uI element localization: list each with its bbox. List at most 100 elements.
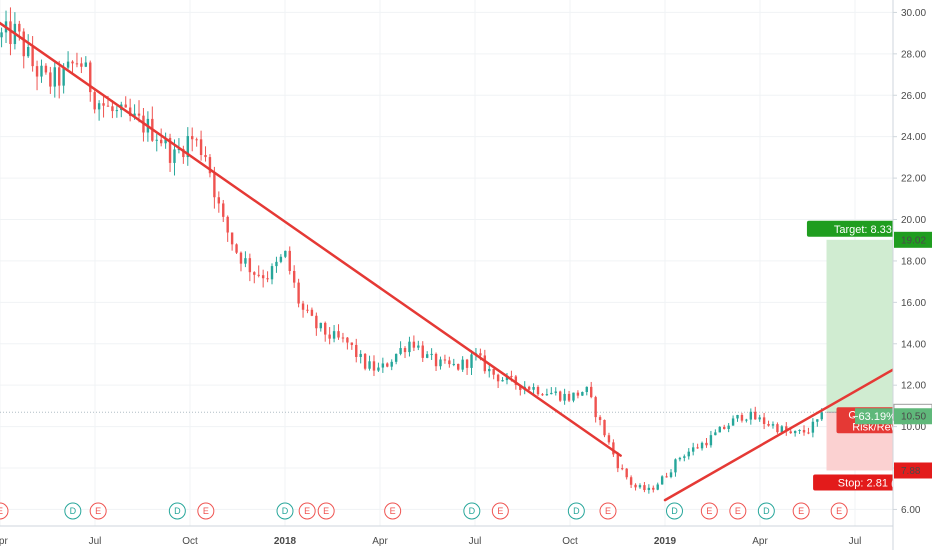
candle-body [257,274,260,276]
event-e-marker [384,502,402,520]
price-tick-label: 28.00 [901,49,926,60]
candle-body [328,334,331,339]
candle-body [226,216,229,233]
trend-line-2 [663,345,932,502]
candle-body [191,136,194,140]
candle-body [186,136,189,158]
candle-body [665,476,668,478]
candle-body [696,447,699,449]
candle-body [731,418,735,426]
event-e-label: E [497,506,503,516]
candle-body [496,374,500,382]
candle-body [58,67,61,86]
candle-body [62,67,65,86]
candle-body [403,348,407,353]
candle-body [780,426,784,433]
event-e-marker [317,502,335,520]
candle-body [164,137,167,144]
candle-body [758,417,761,420]
candle-body [505,375,509,381]
candle-body [576,392,580,396]
candle-body [310,309,314,316]
candle-body [115,110,119,112]
candle-body [315,315,318,329]
candle-body [346,337,349,343]
candle-body [700,442,704,449]
candle-body [93,92,96,110]
price-axis[interactable]: 6.008.0010.0012.0014.0016.0018.0020.0022… [892,0,932,550]
price-tag-target: 19.02 [901,235,926,246]
candle-body [461,359,464,370]
candle-body [217,197,221,204]
event-e-marker [491,502,509,520]
candle-body [483,355,487,372]
candle-body [793,430,797,434]
price-tag-last-bg [894,408,932,425]
price-tag-stop-bg [894,462,932,479]
candle-body [128,107,132,116]
candle-body [802,429,806,433]
time-tick-label: Apr [0,536,8,547]
candle-body [541,394,544,396]
candle-body [31,47,34,67]
candle-body [297,282,300,304]
event-e-label: E [798,506,804,516]
time-tick-label: Apr [372,536,388,547]
position-zones [0,239,932,471]
candle-body [199,139,203,156]
candle-body [598,417,602,420]
candle-body [709,435,713,446]
event-markers: EDEDEDEEEDEDEDEEDEEE [0,502,932,520]
candle-body [536,387,540,395]
candle-body [430,353,433,355]
candle-body [124,104,127,108]
candle-body [279,256,283,262]
candle-body [44,65,48,73]
candle-body [66,61,70,68]
candle-body [89,62,92,93]
candle-body [253,272,256,275]
time-tick-label: 2019 [654,536,677,547]
candle-body [319,322,322,329]
pct-badge: −63.19% [852,411,896,423]
candle-body [492,368,495,375]
candle-body [771,424,775,426]
event-e-label: E [95,506,101,516]
candle-body [332,331,336,339]
candle-body [80,63,83,67]
candle-body [53,67,56,87]
event-d-marker [64,502,82,520]
candle-body [386,363,389,367]
candle-body [558,391,562,401]
candle-body [102,103,105,106]
candle-body [638,485,642,488]
candle-body [621,468,624,470]
event-e-label: E [0,506,3,516]
candle-body [656,484,659,490]
candle-body [155,139,158,141]
price-tag-target-bg [894,231,932,248]
event-e-label: E [706,506,712,516]
candle-body [213,173,216,198]
event-d-marker [567,502,585,520]
trend-lines[interactable] [0,17,932,502]
price-tick-label: 10.00 [901,422,926,433]
candle-body [173,149,176,163]
candle-body [266,278,269,280]
candle-body [776,424,779,433]
candle-body [767,423,770,426]
candle-body [434,353,438,367]
candle-body [683,456,686,458]
candle-body [554,391,557,393]
candle-body [820,412,823,420]
candle-body [811,421,815,433]
candle-body [785,426,788,432]
time-tick-label: Jul [89,536,102,547]
price-tick-label: 20.00 [901,215,926,226]
time-tick-label: Jul [469,536,482,547]
candle-body [723,426,726,429]
time-axis[interactable]: AprJulOct2018AprJulOct2019AprJulOct2020A… [0,525,932,547]
candle-body [324,322,327,335]
